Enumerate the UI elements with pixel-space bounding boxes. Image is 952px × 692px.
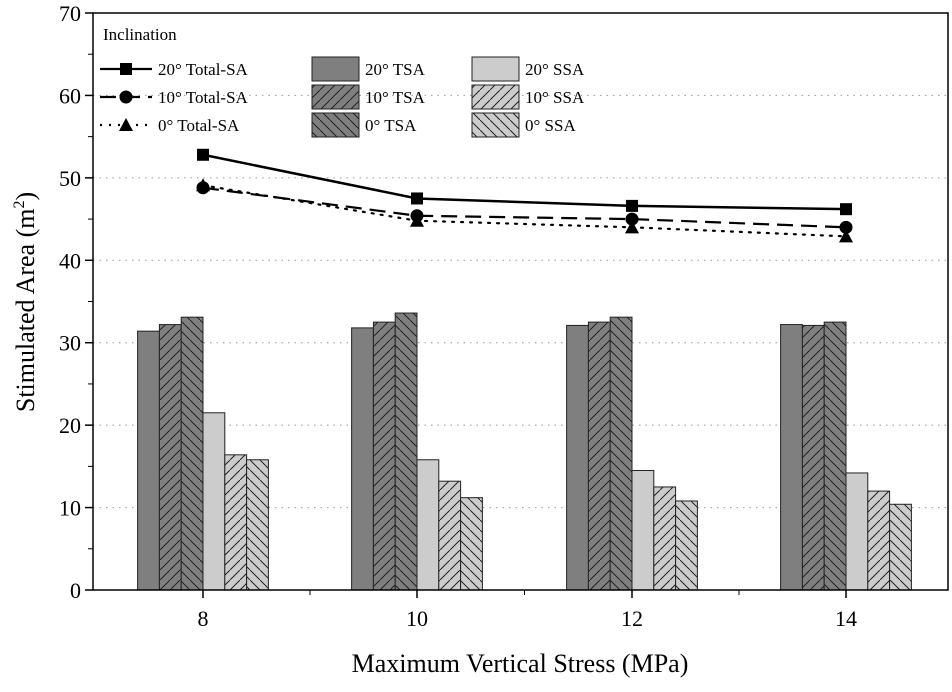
legend-swatch (311, 56, 360, 82)
bar-hatch (802, 325, 825, 590)
legend-marker (120, 63, 132, 75)
bar-hatch (246, 459, 269, 590)
bar (845, 472, 869, 591)
data-point (839, 229, 853, 243)
legend-label: 10° Total-SA (158, 88, 249, 107)
data-point (410, 213, 424, 227)
data-point (626, 199, 638, 212)
x-tick-label: 14 (835, 606, 857, 631)
bar-hatch (373, 322, 396, 590)
x-axis-label: Maximum Vertical Stress (MPa) (352, 649, 689, 678)
bar (780, 324, 803, 591)
bar-hatch (867, 491, 890, 590)
legend: Inclination 20° Total-SA 10° Total-SA 0° To… (100, 25, 585, 138)
y-tick-label: 10 (59, 496, 81, 521)
legend-marker (119, 90, 133, 104)
data-point (625, 212, 639, 226)
bar-hatch (610, 317, 632, 590)
bar-hatch (438, 481, 461, 590)
y-tick-label: 30 (59, 331, 81, 356)
y-axis-label: Stimulated Area (m2) (11, 192, 40, 412)
legend-label: 20° SSA (525, 60, 585, 79)
legend-swatch (471, 56, 520, 82)
legend-label: 20° Total-SA (158, 60, 249, 79)
data-point (839, 220, 853, 234)
x-tick-label: 8 (198, 606, 209, 631)
y-tick-label: 20 (59, 413, 81, 438)
y-tick-label: 70 (59, 1, 81, 26)
bar-hatch (653, 486, 676, 590)
legend-label: 20° TSA (365, 60, 426, 79)
bar-hatch (224, 454, 247, 590)
y-tick-label: 50 (59, 166, 81, 191)
data-point (411, 192, 423, 205)
legend-label: 10° SSA (525, 88, 585, 107)
bar (416, 459, 440, 591)
bar-hatch (675, 500, 698, 590)
y-tick-label: 0 (70, 578, 81, 603)
bar-hatch (824, 322, 846, 590)
bar (566, 324, 589, 591)
series-line (201, 184, 848, 238)
bar-hatch (395, 313, 417, 590)
y-tick-label: 40 (59, 248, 81, 273)
data-point (197, 148, 209, 161)
data-point (196, 178, 210, 192)
series-line (202, 186, 847, 229)
x-tick-label: 12 (621, 606, 643, 631)
legend-swatch-hatch (312, 85, 359, 109)
bar-hatch (588, 322, 611, 590)
data-point (840, 203, 852, 216)
bar (137, 330, 160, 591)
legend-label: 0° SSA (525, 116, 576, 135)
bar-hatch (181, 317, 203, 590)
bar-hatch (889, 504, 912, 590)
y-tick-label: 60 (59, 83, 81, 108)
bar (631, 469, 655, 591)
x-tick-label: 10 (406, 606, 428, 631)
legend-marker (119, 118, 133, 131)
legend-swatch-hatch (472, 85, 519, 109)
bar-hatch (159, 324, 182, 590)
legend-swatch-hatch (312, 113, 359, 137)
legend-title: Inclination (103, 25, 177, 44)
legend-label: 10° TSA (365, 88, 426, 107)
legend-label: 0° Total-SA (158, 116, 240, 135)
bar (202, 412, 226, 591)
data-point (625, 220, 639, 234)
bar-hatch (460, 497, 483, 590)
series-line (202, 153, 847, 211)
bar (351, 327, 374, 591)
legend-label: 0° TSA (365, 116, 417, 135)
legend-swatch-hatch (472, 113, 519, 137)
